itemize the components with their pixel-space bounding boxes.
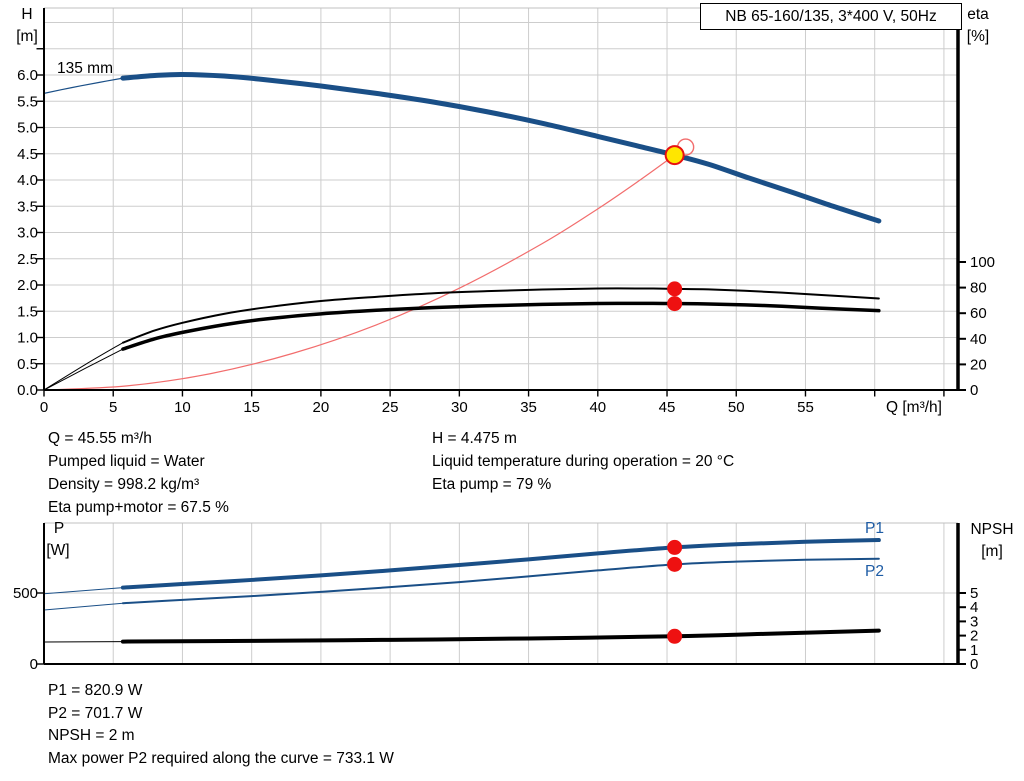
x-tick-label: 15 bbox=[243, 399, 260, 416]
p1-curve bbox=[120, 538, 881, 590]
p-tick-label: 0 bbox=[30, 656, 38, 673]
h-tick-label: 1.5 bbox=[17, 303, 38, 320]
x-tick-label: 5 bbox=[109, 399, 117, 416]
x-tick-label: 50 bbox=[728, 399, 745, 416]
npsh-curve bbox=[120, 628, 881, 644]
h-axis-title-unit: [m] bbox=[16, 28, 38, 45]
x-tick-label: 45 bbox=[659, 399, 676, 416]
eta-pump-curve bbox=[121, 287, 880, 344]
h-tick-label: 3.5 bbox=[17, 198, 38, 215]
npsh-point bbox=[667, 628, 683, 644]
h-axis-title: H bbox=[21, 6, 32, 23]
npsh-axis-title: NPSH bbox=[970, 521, 1013, 538]
info-line-q: Q = 45.55 m³/h bbox=[48, 430, 152, 447]
p1-lead bbox=[43, 587, 124, 595]
eta-pump-motor-lead bbox=[43, 348, 124, 391]
h-tick-label: 4.5 bbox=[17, 146, 38, 163]
eta-pump-lead bbox=[43, 342, 124, 391]
eta-pump-point bbox=[667, 281, 683, 297]
duty-point[interactable] bbox=[664, 145, 685, 166]
info-line-density: Density = 998.2 kg/m³ bbox=[48, 476, 200, 493]
h-tick-label: 5.5 bbox=[17, 93, 38, 110]
eta-tick-label: 100 bbox=[970, 254, 995, 271]
npsh-tick-label: 4 bbox=[970, 599, 978, 616]
eta-tick-label: 60 bbox=[970, 305, 987, 322]
info-line-eta-pump-motor: Eta pump+motor = 67.5 % bbox=[48, 499, 229, 516]
info-line-eta-pump: Eta pump = 79 % bbox=[432, 476, 552, 493]
eta-pump-motor-point bbox=[667, 296, 683, 312]
h-tick-label: 2.5 bbox=[17, 251, 38, 268]
x-tick-label: 35 bbox=[520, 399, 537, 416]
p1-curve-label: P1 bbox=[865, 520, 884, 537]
npsh-tick-label: 5 bbox=[970, 585, 978, 602]
info-line-temperature: Liquid temperature during operation = 20… bbox=[432, 453, 735, 470]
x-tick-label: 55 bbox=[797, 399, 814, 416]
h-tick-label: 5.0 bbox=[17, 120, 38, 137]
x-axis-title: Q [m³/h] bbox=[886, 399, 942, 416]
npsh-tick-label: 1 bbox=[970, 642, 978, 659]
eta-tick-label: 40 bbox=[970, 331, 987, 348]
x-tick-label: 20 bbox=[313, 399, 330, 416]
eta-tick-label: 0 bbox=[970, 382, 978, 399]
eta-pump-motor-curve bbox=[121, 301, 881, 351]
info-line-max-power: Max power P2 required along the curve = … bbox=[48, 749, 394, 767]
info-line-p2: P2 = 701.7 W bbox=[48, 704, 143, 722]
h-tick-label: 0.5 bbox=[17, 356, 38, 373]
impeller-size-label: 135 mm bbox=[57, 60, 113, 77]
info-line-liquid: Pumped liquid = Water bbox=[48, 453, 205, 470]
npsh-axis-title-unit: [m] bbox=[981, 543, 1003, 560]
info-line-h: H = 4.475 m bbox=[432, 430, 517, 447]
head-curve-lead bbox=[43, 77, 124, 94]
eta-axis-title-unit: [%] bbox=[967, 28, 989, 45]
h-tick-label: 3.0 bbox=[17, 225, 38, 242]
p1-point bbox=[667, 539, 683, 555]
pump-title-box: NB 65-160/135, 3*400 V, 50Hz bbox=[700, 3, 962, 30]
x-tick-label: 40 bbox=[589, 399, 606, 416]
p-axis-title-unit: [W] bbox=[46, 542, 69, 559]
info-line-npsh: NPSH = 2 m bbox=[48, 727, 135, 744]
info-line-p1: P1 = 820.9 W bbox=[48, 682, 143, 699]
p2-curve bbox=[121, 557, 880, 605]
duty-info-right: H = 4.475 m Liquid temperature during op… bbox=[432, 427, 734, 496]
power-info-block: P1 = 820.9 W P2 = 701.7 W NPSH = 2 m Max… bbox=[48, 680, 394, 770]
x-tick-label: 0 bbox=[40, 399, 48, 416]
p-tick-label: 500 bbox=[13, 585, 38, 602]
h-tick-label: 1.0 bbox=[17, 330, 38, 347]
x-tick-label: 25 bbox=[382, 399, 399, 416]
pump-title: NB 65-160/135, 3*400 V, 50Hz bbox=[725, 8, 937, 25]
h-tick-label: 6.0 bbox=[17, 67, 38, 84]
x-tick-label: 30 bbox=[451, 399, 468, 416]
p2-point bbox=[667, 556, 683, 572]
h-tick-label: 4.0 bbox=[17, 172, 38, 189]
eta-tick-label: 80 bbox=[970, 280, 987, 297]
h-tick-label: 0.0 bbox=[17, 382, 38, 399]
npsh-tick-label: 0 bbox=[970, 656, 978, 673]
npsh-tick-label: 2 bbox=[970, 628, 978, 645]
p2-lead bbox=[43, 602, 124, 611]
npsh-tick-label: 3 bbox=[970, 613, 978, 630]
eta-tick-label: 20 bbox=[970, 356, 987, 373]
system-curve bbox=[43, 154, 676, 391]
duty-info-left: Q = 45.55 m³/h Pumped liquid = Water Den… bbox=[48, 427, 229, 519]
p-axis-title: P bbox=[54, 520, 64, 537]
eta-axis-title: eta bbox=[967, 6, 989, 23]
x-tick-label: 10 bbox=[174, 399, 191, 416]
p2-curve-label: P2 bbox=[865, 563, 884, 580]
head-curve-135mm bbox=[120, 71, 882, 224]
h-tick-label: 2.0 bbox=[17, 277, 38, 294]
